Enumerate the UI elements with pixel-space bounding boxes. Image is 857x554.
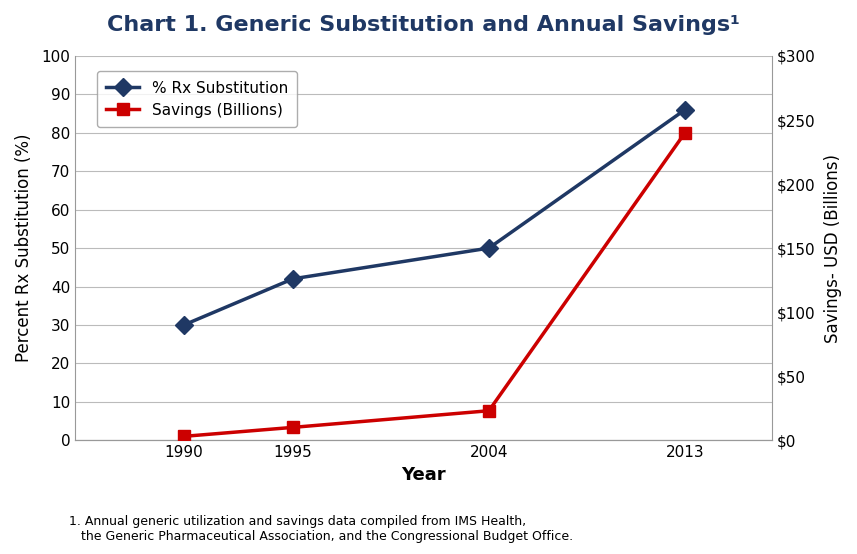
% Rx Substitution (288, 275, 298, 282)
Savings (Billions) (288, 424, 298, 430)
X-axis label: Year: Year (401, 465, 446, 484)
% Rx Substitution (483, 245, 494, 252)
Savings (Billions) (179, 433, 189, 440)
% Rx Substitution (179, 322, 189, 329)
Title: Chart 1. Generic Substitution and Annual Savings¹: Chart 1. Generic Substitution and Annual… (107, 15, 740, 35)
Savings (Billions) (483, 407, 494, 414)
Savings (Billions) (680, 130, 690, 136)
Text: 1. Annual generic utilization and savings data compiled from IMS Health,
   the : 1. Annual generic utilization and saving… (69, 515, 572, 543)
Y-axis label: Percent Rx Substitution (%): Percent Rx Substitution (%) (15, 134, 33, 362)
% Rx Substitution (680, 106, 690, 113)
Line: % Rx Substitution: % Rx Substitution (177, 104, 692, 331)
Y-axis label: Savings- USD (Billions): Savings- USD (Billions) (824, 153, 842, 342)
Line: Savings (Billions): Savings (Billions) (177, 126, 692, 443)
Legend: % Rx Substitution, Savings (Billions): % Rx Substitution, Savings (Billions) (97, 71, 297, 127)
